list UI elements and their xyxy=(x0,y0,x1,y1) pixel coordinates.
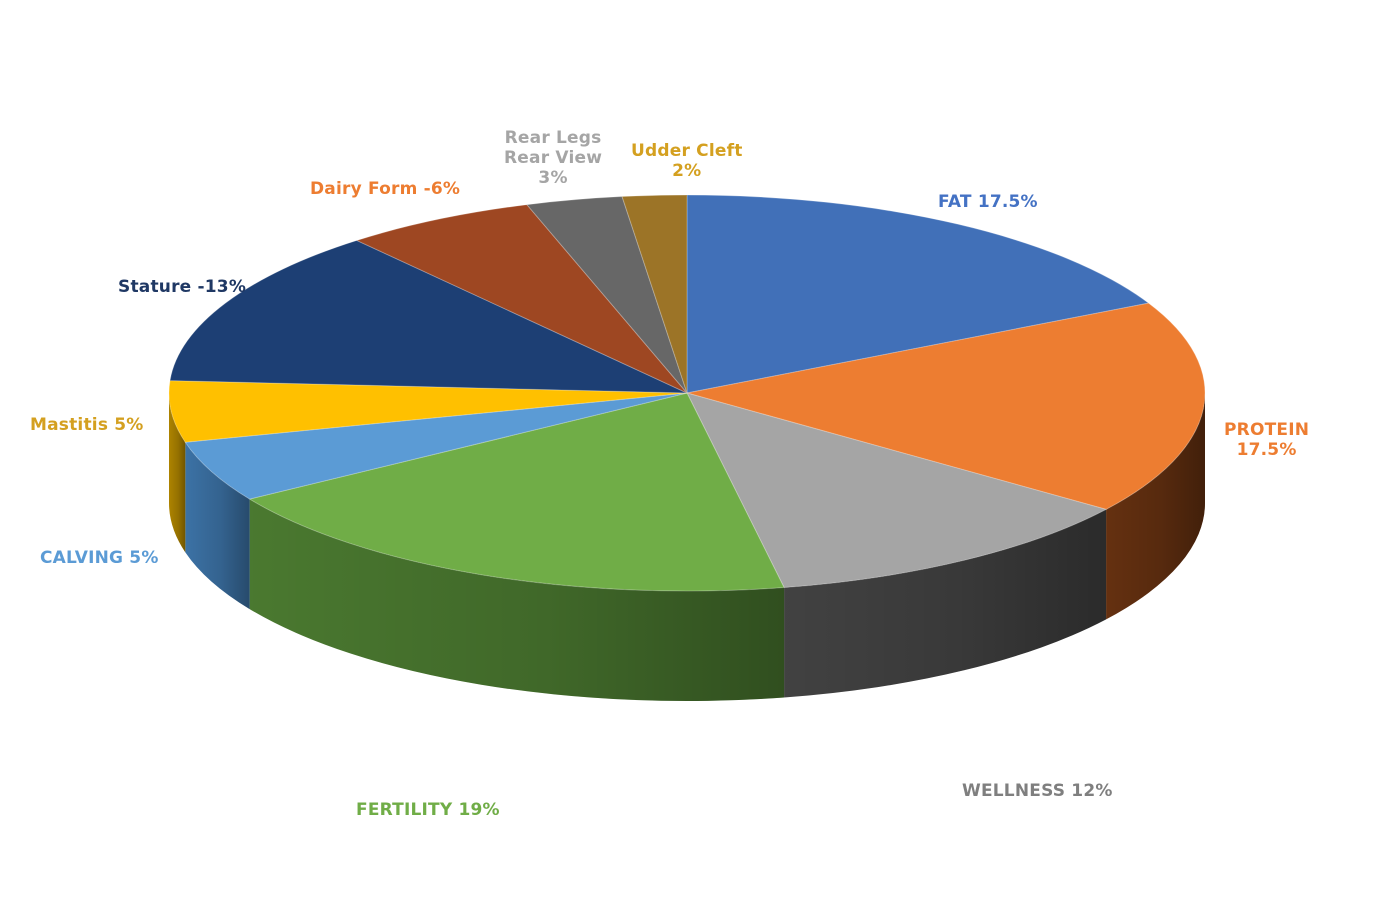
pie-slice-rear-legs-rear-view-3 xyxy=(525,196,688,394)
pie-side-calving-5 xyxy=(185,442,250,610)
pie-label-line: Mastitis 5% xyxy=(30,415,144,435)
pie-label-line: 17.5% xyxy=(1236,440,1297,460)
pie-label-line: Udder Cleft xyxy=(631,141,743,161)
pie-label-line: 3% xyxy=(538,168,568,188)
pie-label-line: CALVING 5% xyxy=(40,548,159,568)
pie-side-shade-wellness-12 xyxy=(784,509,1107,698)
pie-side-shade-fertility-19 xyxy=(249,499,785,701)
label-udder-cleft: Udder Cleft 2% xyxy=(631,141,743,181)
pie-side-fertility-19 xyxy=(249,499,785,701)
pie-label-line: 2% xyxy=(672,161,702,181)
pie-slice-calving-5 xyxy=(184,392,688,500)
pie-label-line: FERTILITY 19% xyxy=(356,800,500,820)
pie-label-line: WELLNESS 12% xyxy=(962,781,1113,801)
pie-slice-mastitis-5 xyxy=(168,380,688,443)
pie-side-protein-17-5 xyxy=(1106,393,1205,620)
pie-label-line: Dairy Form -6% xyxy=(310,179,461,199)
label-wellness: WELLNESS 12% xyxy=(962,781,1113,801)
pie-side-mastitis-5 xyxy=(169,393,186,553)
pie-side-shade-protein-17-5 xyxy=(1106,393,1205,620)
label-fertility: FERTILITY 19% xyxy=(356,800,500,820)
pie-slice-dairy-form-6 xyxy=(355,204,688,394)
pie-label-line: Rear View xyxy=(504,148,603,168)
pie-slice-wellness-12 xyxy=(686,392,1108,589)
pie-label-line: Stature -13% xyxy=(118,277,247,297)
pie-slice-fertility-19 xyxy=(248,392,785,592)
pie-slice-fat-17-5 xyxy=(686,194,1150,394)
label-stature: Stature -13% xyxy=(118,277,246,297)
pie-side-wellness-12 xyxy=(784,509,1107,698)
pie-top-faces xyxy=(168,194,1206,592)
label-rear-legs: Rear Legs Rear View 3% xyxy=(504,128,602,188)
pie-slice-protein-17-5 xyxy=(686,302,1206,510)
pie-label-line: Rear Legs xyxy=(504,128,602,148)
pie-side-shade-calving-5 xyxy=(185,442,250,610)
label-mastitis: Mastitis 5% xyxy=(30,415,144,435)
label-fat: FAT 17.5% xyxy=(938,192,1038,212)
label-protein: PROTEIN 17.5% xyxy=(1224,420,1309,460)
pie-slice-udder-cleft-2 xyxy=(621,194,688,394)
pie-label-line: PROTEIN xyxy=(1224,420,1310,440)
pie-side-shade-mastitis-5 xyxy=(169,393,186,553)
label-dairy-form: Dairy Form -6% xyxy=(310,179,460,199)
pie-label-line: FAT 17.5% xyxy=(938,192,1038,212)
pie-slice-stature-13 xyxy=(169,239,688,394)
label-calving: CALVING 5% xyxy=(40,548,159,568)
pie-side-walls xyxy=(169,393,1205,701)
